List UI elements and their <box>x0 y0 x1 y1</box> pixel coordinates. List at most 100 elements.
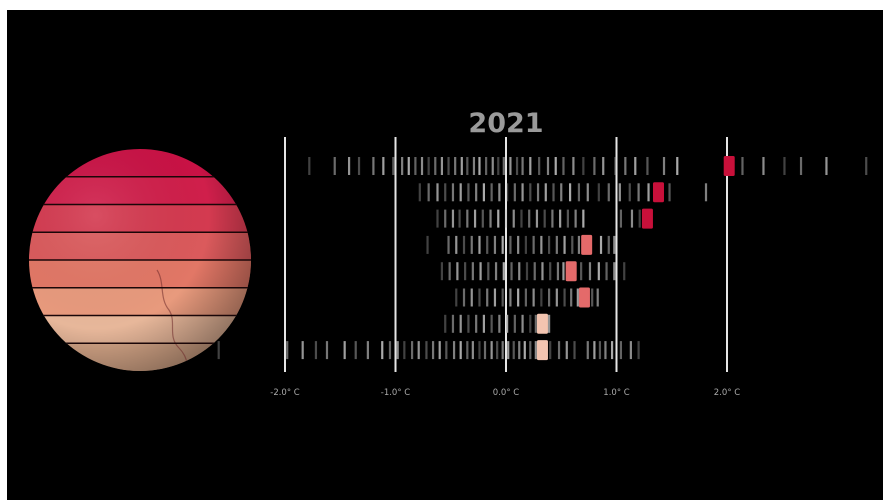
history-mark <box>512 341 515 360</box>
history-mark <box>388 341 392 360</box>
history-mark <box>512 209 515 228</box>
history-mark <box>534 341 537 360</box>
history-mark <box>444 183 447 202</box>
history-mark <box>582 209 585 228</box>
history-mark <box>382 157 385 175</box>
history-mark <box>475 183 478 202</box>
history-mark <box>464 262 467 281</box>
history-mark <box>466 209 469 228</box>
history-mark <box>520 209 523 228</box>
history-mark <box>588 262 592 281</box>
history-mark <box>593 341 596 360</box>
history-mark <box>529 314 532 333</box>
history-mark <box>549 341 552 360</box>
history-mark <box>286 341 289 360</box>
history-mark <box>551 209 554 228</box>
history-mark <box>410 341 414 360</box>
history-mark <box>573 341 576 360</box>
history-mark <box>535 209 539 228</box>
history-mark <box>544 183 547 202</box>
history-mark <box>509 288 512 307</box>
history-mark <box>741 157 744 175</box>
history-mark <box>436 209 439 228</box>
history-mark <box>599 235 603 254</box>
history-mark <box>521 314 524 333</box>
history-mark <box>501 235 504 254</box>
history-mark <box>529 157 532 175</box>
history-mark <box>524 288 527 307</box>
history-mark <box>513 183 516 202</box>
history-mark <box>486 288 489 307</box>
history-mark <box>483 341 487 360</box>
history-mark <box>610 341 614 360</box>
history-mark <box>540 235 543 254</box>
history-mark <box>762 157 765 175</box>
history-mark <box>783 157 786 175</box>
history-mark <box>481 209 484 228</box>
history-mark <box>445 341 448 360</box>
history-mark <box>425 341 428 360</box>
history-mark <box>517 288 520 307</box>
history-mark <box>517 235 520 254</box>
history-mark <box>497 157 500 175</box>
history-mark <box>459 341 462 360</box>
history-mark <box>462 288 466 307</box>
highlight-mark <box>723 156 735 176</box>
history-mark <box>555 288 558 307</box>
history-mark <box>607 235 610 254</box>
history-mark <box>501 341 504 360</box>
history-mark <box>562 157 565 175</box>
history-mark <box>472 157 476 175</box>
history-mark <box>559 209 562 228</box>
history-mark <box>489 209 492 228</box>
history-mark <box>482 183 485 202</box>
history-mark <box>638 209 641 228</box>
data-marks <box>217 156 868 361</box>
history-mark <box>825 157 828 175</box>
history-mark <box>628 183 631 202</box>
history-mark <box>333 157 336 175</box>
history-mark <box>420 157 424 175</box>
history-mark <box>494 262 498 281</box>
history-mark <box>577 235 581 254</box>
history-mark <box>529 183 532 202</box>
history-mark <box>447 235 450 254</box>
history-mark <box>543 209 546 228</box>
history-mark <box>475 314 478 333</box>
history-mark <box>525 262 529 281</box>
history-mark <box>586 341 589 360</box>
history-mark <box>565 341 568 360</box>
history-mark <box>629 341 632 360</box>
history-mark <box>619 341 623 360</box>
history-mark <box>518 341 521 360</box>
history-mark <box>478 235 481 254</box>
history-mark <box>501 288 504 307</box>
history-mark <box>577 183 581 202</box>
history-mark <box>357 157 361 175</box>
history-mark <box>440 157 444 175</box>
history-mark <box>538 157 541 175</box>
history-mark <box>434 157 437 175</box>
history-mark <box>343 341 346 360</box>
data-row-5 <box>440 261 626 282</box>
globe-bands <box>29 149 251 371</box>
history-mark <box>865 157 868 175</box>
history-mark <box>504 209 508 228</box>
history-mark <box>637 341 640 360</box>
history-mark <box>509 235 512 254</box>
history-mark <box>555 235 558 254</box>
history-mark <box>451 209 455 228</box>
history-mark <box>460 157 463 175</box>
history-mark <box>605 262 608 281</box>
history-mark <box>466 341 469 360</box>
chart-title: 2021 <box>468 108 543 139</box>
history-mark <box>562 262 565 281</box>
history-mark <box>547 288 551 307</box>
history-mark <box>482 314 485 333</box>
history-mark <box>381 341 384 360</box>
highlight-mark <box>536 313 548 334</box>
history-mark <box>613 262 616 281</box>
history-mark <box>541 262 544 281</box>
data-row-4 <box>426 234 616 255</box>
history-mark <box>528 209 531 228</box>
